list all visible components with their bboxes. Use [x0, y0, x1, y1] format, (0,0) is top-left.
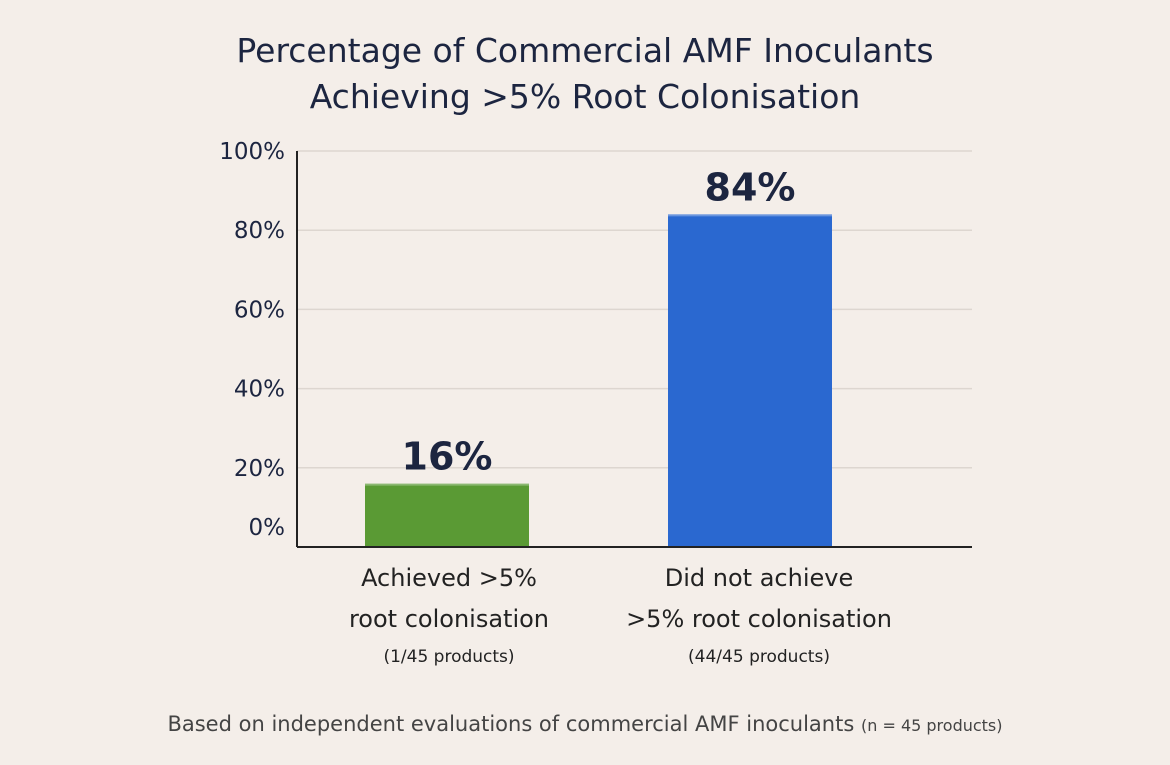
x-label-count: (1/45 products) [383, 647, 515, 667]
chart-title: Percentage of Commercial AMF Inoculants … [0, 28, 1170, 120]
bar [668, 214, 832, 548]
y-tick-label: 0% [249, 515, 286, 541]
bar-highlight [365, 483, 529, 486]
footnote-sample-size: (n = 45 products) [860, 716, 1003, 735]
chart-title-line-2: Achieving >5% Root Colonisation [309, 77, 861, 116]
bar-highlight [668, 214, 832, 217]
data-label: 16% [402, 435, 493, 479]
y-tick-label: 80% [234, 218, 285, 244]
x-label-not-achieved: Did not achieve >5% root colonisation (4… [599, 558, 919, 674]
x-label-line: root colonisation [348, 605, 550, 633]
x-label-line: Achieved >5% [361, 564, 537, 592]
y-tick-label: 40% [234, 377, 285, 403]
chart-title-line-1: Percentage of Commercial AMF Inoculants [236, 31, 934, 70]
footnote: Based on independent evaluations of comm… [0, 712, 1170, 736]
x-label-achieved: Achieved >5% root colonisation (1/45 pro… [289, 558, 609, 674]
x-label-count: (44/45 products) [688, 647, 830, 667]
x-label-line: >5% root colonisation [626, 605, 892, 633]
y-tick-label: 60% [234, 297, 285, 323]
y-tick-label: 20% [234, 456, 285, 482]
footnote-text: Based on independent evaluations of comm… [167, 712, 855, 736]
data-label: 84% [705, 165, 796, 209]
bar [365, 483, 529, 547]
y-tick-label: 100% [219, 139, 285, 165]
x-label-line: Did not achieve [664, 564, 854, 592]
